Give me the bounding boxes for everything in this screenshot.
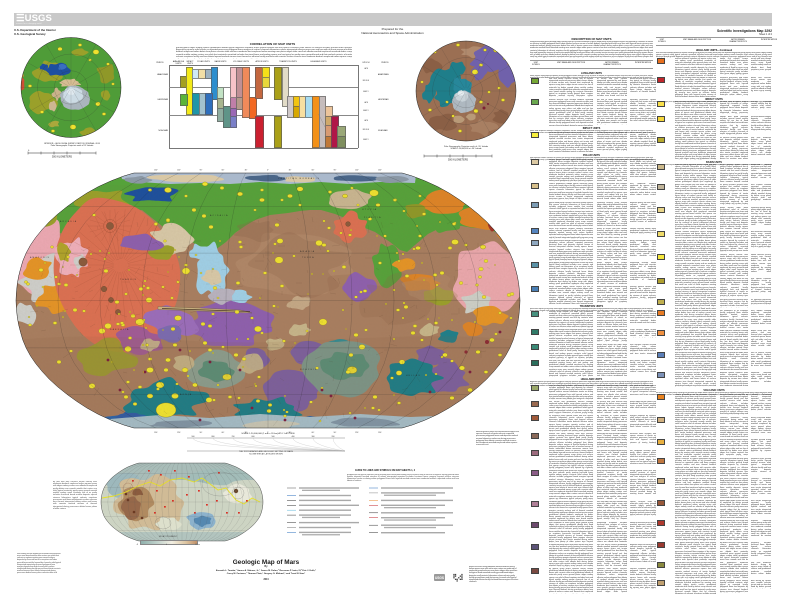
svg-text:900: 900 bbox=[192, 436, 195, 438]
svg-text:150°: 150° bbox=[154, 170, 158, 172]
svg-text:UTOPIA: UTOPIA bbox=[362, 208, 377, 211]
svg-text:600: 600 bbox=[252, 436, 255, 438]
svg-text:800: 800 bbox=[212, 436, 215, 438]
svg-text:VASTITAS BOREALIS: VASTITAS BOREALIS bbox=[278, 177, 320, 180]
svg-text:150°: 150° bbox=[154, 432, 158, 434]
svg-text:500 KILOMETERS: 500 KILOMETERS bbox=[448, 158, 468, 161]
svg-text:PLANITIA: PLANITIA bbox=[364, 216, 382, 219]
svg-text:HELLAS: HELLAS bbox=[406, 374, 421, 377]
svg-text:700: 700 bbox=[232, 436, 235, 438]
svg-text:90°: 90° bbox=[200, 432, 203, 434]
svg-text:NOACHIS: NOACHIS bbox=[300, 368, 318, 371]
svg-text:AMAZONIS: AMAZONIS bbox=[30, 256, 50, 259]
svg-text:500 KILOMETERS: 500 KILOMETERS bbox=[52, 155, 72, 158]
svg-text:30°: 30° bbox=[245, 170, 248, 172]
svg-text:500: 500 bbox=[272, 436, 275, 438]
svg-text:0: 0 bbox=[28, 150, 30, 152]
svg-text:200: 200 bbox=[332, 436, 335, 438]
svg-text:60°: 60° bbox=[222, 432, 225, 434]
svg-text:THARSIS: THARSIS bbox=[120, 278, 137, 281]
svg-text:30°: 30° bbox=[245, 432, 248, 434]
svg-text:150°: 150° bbox=[378, 170, 382, 172]
svg-text:120°: 120° bbox=[355, 170, 359, 172]
svg-text:ARCADIA: ARCADIA bbox=[60, 220, 77, 223]
svg-text:AONIA: AONIA bbox=[180, 393, 192, 396]
svg-text:120°: 120° bbox=[177, 170, 181, 172]
svg-text:120°: 120° bbox=[355, 432, 359, 434]
svg-text:ACIDALIA: ACIDALIA bbox=[210, 214, 229, 217]
svg-text:60°: 60° bbox=[312, 432, 315, 434]
svg-text:60°: 60° bbox=[222, 170, 225, 172]
svg-text:KILOMETERS AT LATITUDES SHOWN: KILOMETERS AT LATITUDES SHOWN bbox=[249, 453, 283, 456]
svg-text:30°: 30° bbox=[289, 170, 292, 172]
svg-text:0°: 0° bbox=[267, 432, 269, 434]
svg-text:90°: 90° bbox=[334, 170, 337, 172]
svg-text:ARABIA: ARABIA bbox=[300, 250, 315, 253]
svg-text:120°: 120° bbox=[177, 432, 181, 434]
svg-text:DAEDALIA: DAEDALIA bbox=[110, 328, 130, 331]
svg-text:60°: 60° bbox=[312, 170, 315, 172]
svg-text:30°: 30° bbox=[289, 432, 292, 434]
svg-text:90°: 90° bbox=[334, 432, 337, 434]
svg-text:400: 400 bbox=[292, 436, 295, 438]
svg-text:150°: 150° bbox=[378, 432, 382, 434]
svg-text:TERRA: TERRA bbox=[302, 256, 315, 259]
svg-text:300: 300 bbox=[312, 436, 315, 438]
svg-text:0°: 0° bbox=[267, 170, 269, 172]
svg-text:90°: 90° bbox=[200, 170, 203, 172]
